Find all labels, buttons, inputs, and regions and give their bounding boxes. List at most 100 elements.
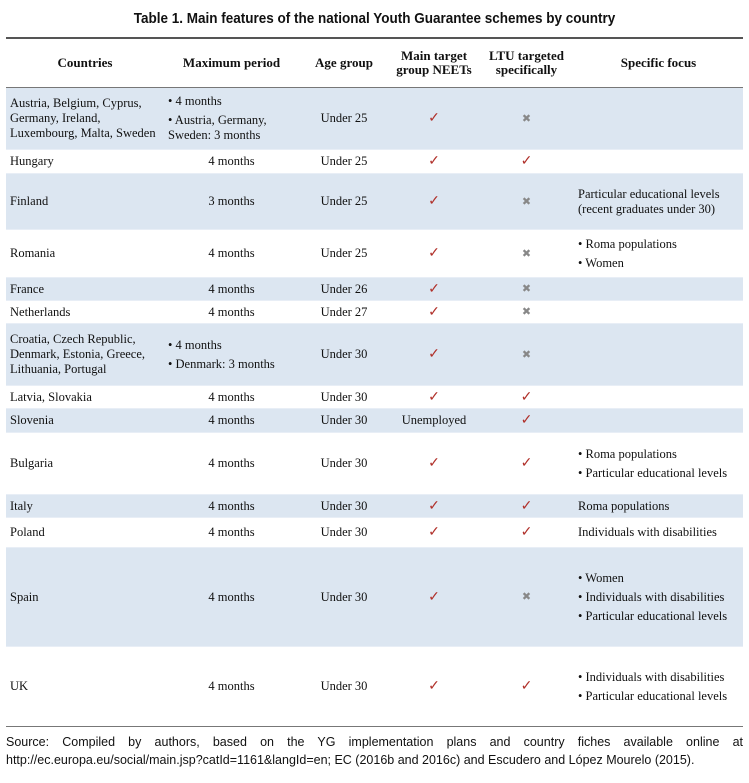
check-icon: ✓ bbox=[428, 347, 440, 362]
period-cell: 3 months bbox=[164, 173, 299, 230]
period-item: • Austria, Germany, Sweden: 3 months bbox=[168, 113, 267, 142]
focus-cell bbox=[574, 385, 743, 409]
period-cell: 4 months bbox=[164, 229, 299, 278]
age-cell: Under 30 bbox=[299, 517, 389, 548]
neet-cell: ✓ bbox=[389, 646, 479, 727]
period-item: • 4 months bbox=[168, 94, 222, 108]
period-cell: • 4 months • Austria, Germany, Sweden: 3 … bbox=[164, 87, 299, 150]
check-icon: ✓ bbox=[428, 589, 440, 605]
focus-item: • Individuals with disabilities bbox=[578, 589, 725, 604]
country-cell: Spain bbox=[6, 547, 164, 647]
period-item: 4 months bbox=[208, 413, 255, 427]
neet-cell: ✓ bbox=[389, 323, 479, 386]
check-icon: ✓ bbox=[428, 679, 440, 694]
focus-item: Individuals with disabilities bbox=[578, 525, 717, 539]
check-icon: ✓ bbox=[520, 154, 533, 169]
period-item: • 4 months bbox=[168, 337, 222, 352]
table-row: Austria, Belgium, Cyprus, Germany, Irela… bbox=[6, 87, 743, 150]
focus-item: • Individuals with disabilities bbox=[578, 669, 725, 684]
period-item: • Denmark: 3 months bbox=[168, 356, 275, 371]
period-item: 4 months bbox=[208, 589, 255, 604]
focus-item: • Particular educational levels bbox=[578, 688, 728, 703]
focus-cell bbox=[574, 408, 743, 433]
focus-item: • Women bbox=[578, 255, 624, 270]
period-item: 4 months bbox=[208, 679, 255, 693]
youth-guarantee-table: Countries Maximum period Age group Main … bbox=[6, 37, 743, 727]
focus-cell: • Roma populations • Women bbox=[574, 229, 743, 278]
period-cell: 4 months bbox=[164, 149, 299, 174]
check-icon: ✓ bbox=[428, 111, 440, 126]
age-cell: Under 25 bbox=[299, 87, 389, 150]
neet-cell: ✓ bbox=[389, 494, 479, 518]
table-row: Poland 4 months Under 30 ✓ ✓ Individuals with… bbox=[6, 517, 743, 548]
ltu-cell: ✖ bbox=[479, 323, 574, 386]
check-icon: ✓ bbox=[520, 498, 533, 514]
table-row: Croatia, Czech Republic, Denmark, Estoni… bbox=[6, 323, 743, 386]
focus-cell: • Roma populations • Particular education… bbox=[574, 432, 743, 495]
cross-icon: ✖ bbox=[521, 112, 532, 125]
focus-cell bbox=[574, 323, 743, 386]
neet-cell: ✓ bbox=[389, 517, 479, 548]
age-cell: Under 30 bbox=[299, 385, 389, 409]
check-icon: ✓ bbox=[428, 154, 440, 169]
table-row: Bulgaria 4 months Under 30 ✓ ✓ • Roma populat… bbox=[6, 432, 743, 495]
age-cell: Under 30 bbox=[299, 494, 389, 518]
ltu-cell: ✓ bbox=[479, 517, 574, 548]
age-cell: Under 25 bbox=[299, 173, 389, 230]
neet-text: Unemployed bbox=[401, 413, 467, 427]
age-cell: Under 27 bbox=[299, 300, 389, 324]
focus-cell: • Individuals with disabilities • Particu… bbox=[574, 646, 743, 727]
table-row: France 4 months Under 26 ✓ ✖ bbox=[6, 277, 743, 301]
period-item: 4 months bbox=[208, 154, 255, 168]
country-cell: Austria, Belgium, Cyprus, Germany, Irela… bbox=[6, 87, 164, 150]
check-icon: ✓ bbox=[428, 194, 440, 209]
neet-cell: Unemployed bbox=[389, 408, 479, 433]
table-row: Spain 4 months Under 30 ✓ ✖ • Women • Individu… bbox=[6, 547, 743, 647]
focus-cell bbox=[574, 149, 743, 174]
ltu-cell: ✓ bbox=[479, 149, 574, 174]
table-row: Hungary 4 months Under 25 ✓ ✓ bbox=[6, 149, 743, 174]
country-cell: Bulgaria bbox=[6, 432, 164, 495]
neet-cell: ✓ bbox=[389, 547, 479, 647]
cross-icon: ✖ bbox=[521, 247, 532, 260]
period-item: 4 months bbox=[208, 246, 255, 260]
period-item: 4 months bbox=[208, 281, 255, 296]
age-cell: Under 30 bbox=[299, 408, 389, 433]
table-row: Finland 3 months Under 25 ✓ ✖ Particular educ… bbox=[6, 173, 743, 230]
header-ltu: LTU targeted specifically bbox=[479, 38, 574, 88]
check-icon: ✓ bbox=[428, 246, 440, 261]
header-specific-focus: Specific focus bbox=[574, 38, 743, 88]
country-cell: Netherlands bbox=[6, 300, 164, 324]
neet-cell: ✓ bbox=[389, 300, 479, 324]
check-icon: ✓ bbox=[428, 389, 440, 405]
neet-cell: ✓ bbox=[389, 173, 479, 230]
country-cell: Finland bbox=[6, 173, 164, 230]
period-cell: 4 months bbox=[164, 494, 299, 518]
country-cell: Croatia, Czech Republic, Denmark, Estoni… bbox=[6, 323, 164, 386]
period-cell: 4 months bbox=[164, 547, 299, 647]
country-cell: Romania bbox=[6, 229, 164, 278]
neet-cell: ✓ bbox=[389, 432, 479, 495]
ltu-cell: ✖ bbox=[479, 229, 574, 278]
period-item: 4 months bbox=[208, 389, 255, 404]
period-item: 4 months bbox=[208, 304, 255, 319]
focus-cell: • Women • Individuals with disabilities • … bbox=[574, 547, 743, 647]
age-cell: Under 25 bbox=[299, 149, 389, 174]
check-icon: ✓ bbox=[520, 389, 533, 405]
period-cell: 4 months bbox=[164, 517, 299, 548]
period-cell: • 4 months • Denmark: 3 months bbox=[164, 323, 299, 386]
neet-cell: ✓ bbox=[389, 149, 479, 174]
table-row: Romania 4 months Under 25 ✓ ✖ • Roma populati… bbox=[6, 229, 743, 278]
check-icon: ✓ bbox=[428, 498, 440, 514]
country-cell: Poland bbox=[6, 517, 164, 548]
cross-icon: ✖ bbox=[521, 195, 532, 208]
focus-cell: Roma populations bbox=[574, 494, 743, 518]
cross-icon: ✖ bbox=[521, 348, 532, 361]
ltu-cell: ✓ bbox=[479, 494, 574, 518]
check-icon: ✓ bbox=[520, 413, 533, 428]
focus-item: • Women bbox=[578, 570, 624, 585]
period-item: 3 months bbox=[208, 194, 255, 208]
focus-cell bbox=[574, 87, 743, 150]
ltu-cell: ✖ bbox=[479, 277, 574, 301]
cross-icon: ✖ bbox=[521, 306, 532, 318]
